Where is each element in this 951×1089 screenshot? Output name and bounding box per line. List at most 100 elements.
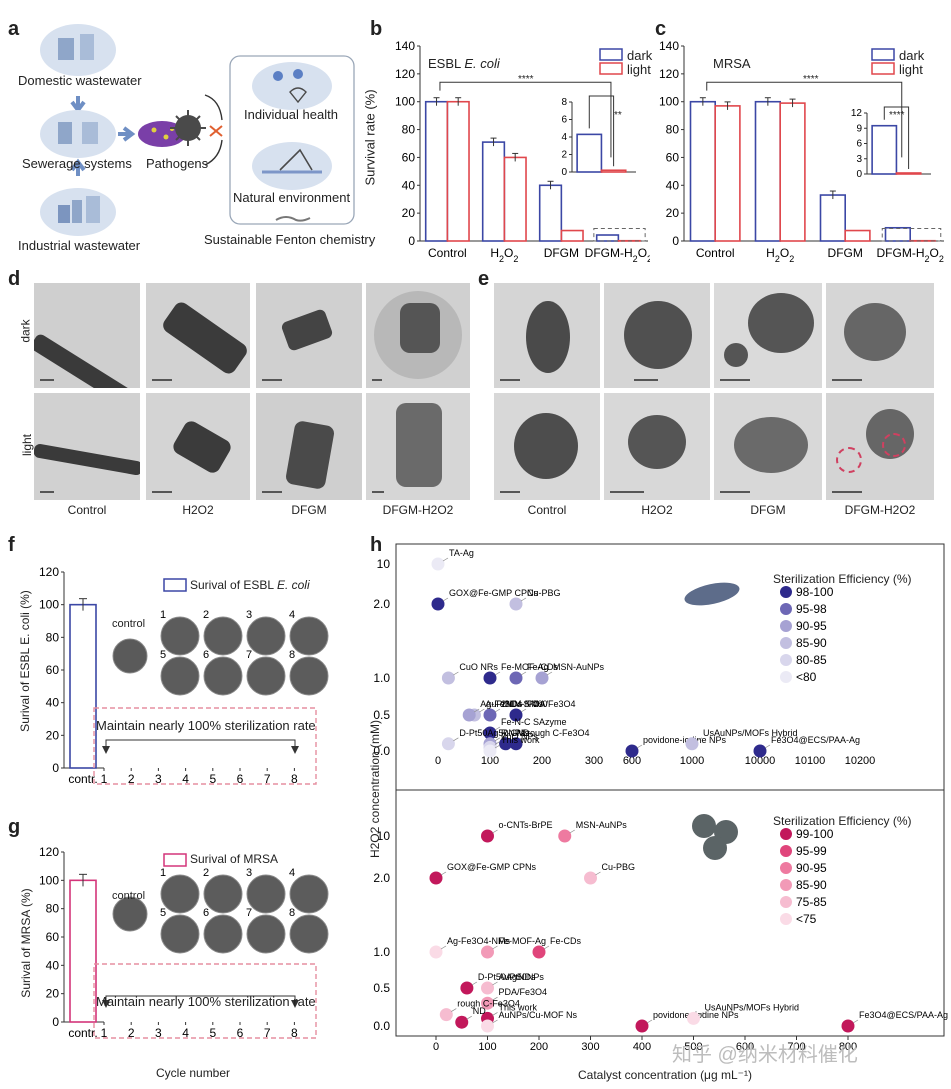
h-bottom-point-8 bbox=[460, 981, 474, 995]
g-ytick-label-2: 40 bbox=[46, 958, 60, 972]
c-ytick-label-5: 100 bbox=[659, 95, 679, 109]
h-top-legend-dot-0 bbox=[780, 586, 792, 598]
f-plate-number-2: 2 bbox=[203, 609, 209, 621]
h-bottom-leader-16 bbox=[852, 1019, 859, 1024]
b-inset-ytick-label-1: 2 bbox=[561, 150, 567, 161]
f-plate-4 bbox=[289, 616, 329, 656]
g-bar-control bbox=[69, 879, 97, 1023]
g-xtick-label-8: 8 bbox=[291, 1026, 298, 1040]
h-top-legend-dot-1 bbox=[780, 603, 792, 615]
label-natural-environment: Natural environment bbox=[233, 190, 351, 205]
g-plate-number-1: 1 bbox=[160, 867, 166, 879]
h-bottom-label-11: ND bbox=[473, 1006, 486, 1016]
b-inset-bar-dark bbox=[576, 133, 603, 173]
b-bar-light-0 bbox=[446, 100, 470, 242]
d-caption-control: Control bbox=[67, 503, 107, 517]
h-top-label-19: UsAuNPs/MOFs Hybrid bbox=[703, 728, 798, 738]
h-top-label-14: rough C-Fe3O4 bbox=[527, 728, 590, 738]
c-ytick-label-6: 120 bbox=[659, 67, 679, 81]
h-top-leader-1 bbox=[442, 597, 449, 602]
h-top-legend-dot-3 bbox=[780, 637, 792, 649]
h-bottom-point-15 bbox=[687, 1011, 700, 1025]
h-bottom-legend-label-0: 99-100 bbox=[796, 827, 834, 841]
f-xtick-label-8: 8 bbox=[291, 772, 298, 786]
h-top-label-0: TA-Ag bbox=[449, 548, 474, 558]
chart-c-sig-main: **** bbox=[803, 74, 819, 85]
h-bottom-legend-label-3: 85-90 bbox=[796, 878, 827, 892]
c-inset-bar-dark bbox=[871, 124, 898, 175]
b-bar-light-1 bbox=[503, 156, 527, 242]
f-plate-number-6: 6 bbox=[203, 649, 209, 661]
b-ytick-label-5: 100 bbox=[395, 95, 415, 109]
tem-e-dfgm-dark bbox=[714, 283, 822, 388]
label-sewerage: Sewerage systems bbox=[22, 156, 132, 171]
h-bottom-ytick-label-1: 0.5 bbox=[373, 981, 390, 995]
h-top-xtick-label-4: 600 bbox=[623, 755, 641, 767]
chart-c-sig-inset: **** bbox=[889, 110, 905, 121]
b-ytick-label-0: 0 bbox=[408, 234, 415, 248]
h-bottom-label-16: Fe3O4@ECS/PAA-Ag bbox=[859, 1010, 948, 1020]
h-top-legend-label-5: <80 bbox=[796, 670, 817, 684]
h-top-leader-15 bbox=[494, 741, 501, 745]
chart-c-legend-light: light bbox=[899, 62, 923, 77]
panel-label-f: f bbox=[8, 534, 15, 556]
outcome-box bbox=[229, 55, 355, 225]
health-icon bbox=[252, 62, 332, 110]
c-ytick-label-1: 20 bbox=[666, 206, 680, 220]
h-top-legend-label-4: 80-85 bbox=[796, 653, 827, 667]
h-bottom-ytick-label-4: 10 bbox=[377, 829, 391, 843]
b-xtick-label-2: DFGM bbox=[544, 246, 579, 260]
h-top-leader-13 bbox=[494, 737, 501, 742]
g-arrow-head-8 bbox=[291, 1000, 299, 1008]
c-bar-dark-2 bbox=[819, 194, 847, 242]
h-bottom-legend-label-5: <75 bbox=[796, 912, 817, 926]
b-bar-dark-1 bbox=[481, 141, 506, 242]
g-xtick-label-5: 5 bbox=[209, 1026, 216, 1040]
h-bottom-label-6: Fe-CDs bbox=[550, 936, 581, 946]
f-xtick-label-0: contr. bbox=[68, 772, 97, 786]
c-sig-bracket bbox=[706, 81, 903, 158]
f-xtick-label-1: 1 bbox=[101, 772, 108, 786]
b-sig-bracket bbox=[439, 81, 612, 158]
h-bottom-legend-label-1: 95-99 bbox=[796, 844, 827, 858]
h-top-label-15: ZnO NPs bbox=[501, 731, 539, 741]
h-bottom-xtick-label-7: 700 bbox=[787, 1041, 805, 1053]
label-industrial: Industrial wastewater bbox=[18, 238, 141, 253]
tem-d-dfgm-dark bbox=[256, 283, 362, 388]
h-bottom-legend-label-4: 75-85 bbox=[796, 895, 827, 909]
h-bottom-label-12: rough C-Fe3O4 bbox=[457, 999, 520, 1009]
h-top-point-4 bbox=[483, 671, 497, 685]
h-bottom-label-0: o-CNTs-BrPE bbox=[499, 820, 553, 830]
g-xtick-label-4: 4 bbox=[182, 1026, 189, 1040]
h-top-legend-dot-5 bbox=[780, 671, 792, 683]
f-plate-number-4: 4 bbox=[289, 609, 295, 621]
h-bottom-leader-9 bbox=[492, 996, 498, 1001]
chart-f-legend: Surival of ESBL E. coli bbox=[190, 578, 310, 592]
f-plate-6 bbox=[203, 656, 243, 696]
c-xtick-label-2: DFGM bbox=[828, 246, 863, 260]
h-bottom-label-1: MSN-AuNPs bbox=[576, 820, 628, 830]
g-plate-3 bbox=[246, 874, 286, 914]
f-plate-number-5: 5 bbox=[160, 649, 166, 661]
d-caption-dfgm-h2o2: DFGM-H2O2 bbox=[382, 503, 454, 517]
b-inset-sig-bracket bbox=[588, 95, 615, 167]
e-caption-dfgm: DFGM bbox=[750, 503, 786, 517]
b-zoom-box bbox=[593, 227, 646, 242]
f-xtick-label-2: 2 bbox=[128, 772, 135, 786]
h-bottom-point-12 bbox=[439, 1008, 453, 1022]
panel-label-c: c bbox=[655, 18, 667, 40]
h-top-xtick-label-6: 10000 bbox=[745, 755, 776, 767]
h-bottom-xtick-label-3: 300 bbox=[581, 1041, 599, 1053]
h-bottom-point-2 bbox=[429, 871, 443, 885]
h-bottom-leader-10 bbox=[492, 1012, 498, 1016]
h-bottom-leader-3 bbox=[595, 871, 601, 876]
c-legend-swatch-light bbox=[871, 62, 895, 75]
h-top-label-11: Fe-N-C SAzyme bbox=[501, 717, 567, 727]
f-arrow-head-1 bbox=[102, 746, 110, 754]
g-xtick-label-1: 1 bbox=[101, 1026, 108, 1040]
chart-f-ylabel: Surival of ESBL E. coli (%) bbox=[18, 590, 32, 732]
h-bottom-leader-5 bbox=[492, 945, 498, 950]
h-top-legend-label-1: 95-98 bbox=[796, 602, 827, 616]
chart-b-title-prefix: ESBL bbox=[428, 56, 465, 71]
